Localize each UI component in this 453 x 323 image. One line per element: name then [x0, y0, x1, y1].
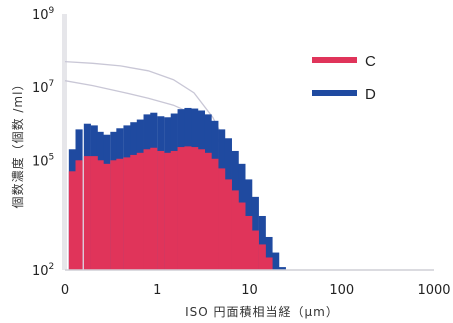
bar-C-4	[96, 160, 104, 270]
bar-C-9	[130, 154, 138, 270]
legend-label-C: C	[365, 53, 376, 70]
x-tick-label-0: 0	[61, 283, 69, 298]
bar-C-11	[143, 149, 151, 270]
bar-C-3	[90, 156, 98, 270]
bar-D-28	[258, 215, 266, 270]
bar-C-20	[204, 152, 212, 270]
y-tick-label-1: 105	[32, 152, 54, 169]
bar-C-1	[75, 160, 83, 270]
tick-labels: 0 1 10 100 1000 102 105 107 109	[32, 6, 451, 298]
x-axis-label: ISO 円面積相当経（μm）	[185, 304, 339, 319]
bar-C-16	[177, 147, 185, 270]
plot-area	[62, 14, 67, 270]
y-axis-label: 個数濃度（個数 /ml）	[10, 78, 25, 209]
y-tick-label-3: 109	[32, 6, 55, 23]
bar-C-2	[83, 156, 91, 270]
legend-label-D: D	[365, 86, 376, 103]
bar-C-28	[258, 244, 266, 270]
bar-C-5	[103, 163, 111, 270]
bar-C-8	[123, 157, 131, 270]
y-tick-label-0: 102	[32, 262, 54, 279]
bar-C-27	[251, 230, 259, 270]
bar-C-22	[218, 168, 226, 270]
bar-C-18	[191, 147, 199, 270]
bar-D-31	[278, 267, 286, 270]
bar-C-12	[150, 147, 158, 270]
bar-C-17	[184, 146, 192, 270]
legend: CD	[312, 53, 376, 103]
bar-D-29	[265, 236, 273, 270]
bar-C-7	[116, 158, 124, 270]
x-tick-label-1: 1	[153, 283, 161, 298]
y-tick-label-2: 107	[32, 79, 54, 96]
bar-C-10	[136, 152, 144, 270]
bar-series	[68, 107, 286, 271]
legend-swatch-D	[312, 90, 357, 96]
bar-C-6	[110, 160, 118, 270]
x-tick-label-3: 100	[329, 283, 354, 298]
bar-C-21	[211, 158, 219, 270]
bar-C-23	[224, 179, 232, 270]
bar-C-14	[164, 152, 172, 270]
x-tick-label-4: 1000	[417, 283, 450, 298]
bar-C-13	[157, 150, 165, 270]
bar-C-15	[170, 150, 178, 270]
bar-C-29	[265, 257, 273, 270]
x-tick-label-2: 10	[241, 283, 258, 298]
bar-D-30	[272, 252, 280, 270]
legend-swatch-C	[312, 57, 357, 63]
y-axis-band	[62, 14, 67, 270]
bar-C-24	[231, 190, 239, 270]
bar-C-26	[245, 215, 253, 270]
bar-C-19	[197, 149, 206, 270]
bar-C-25	[238, 202, 246, 270]
bar-C-0	[68, 171, 76, 270]
